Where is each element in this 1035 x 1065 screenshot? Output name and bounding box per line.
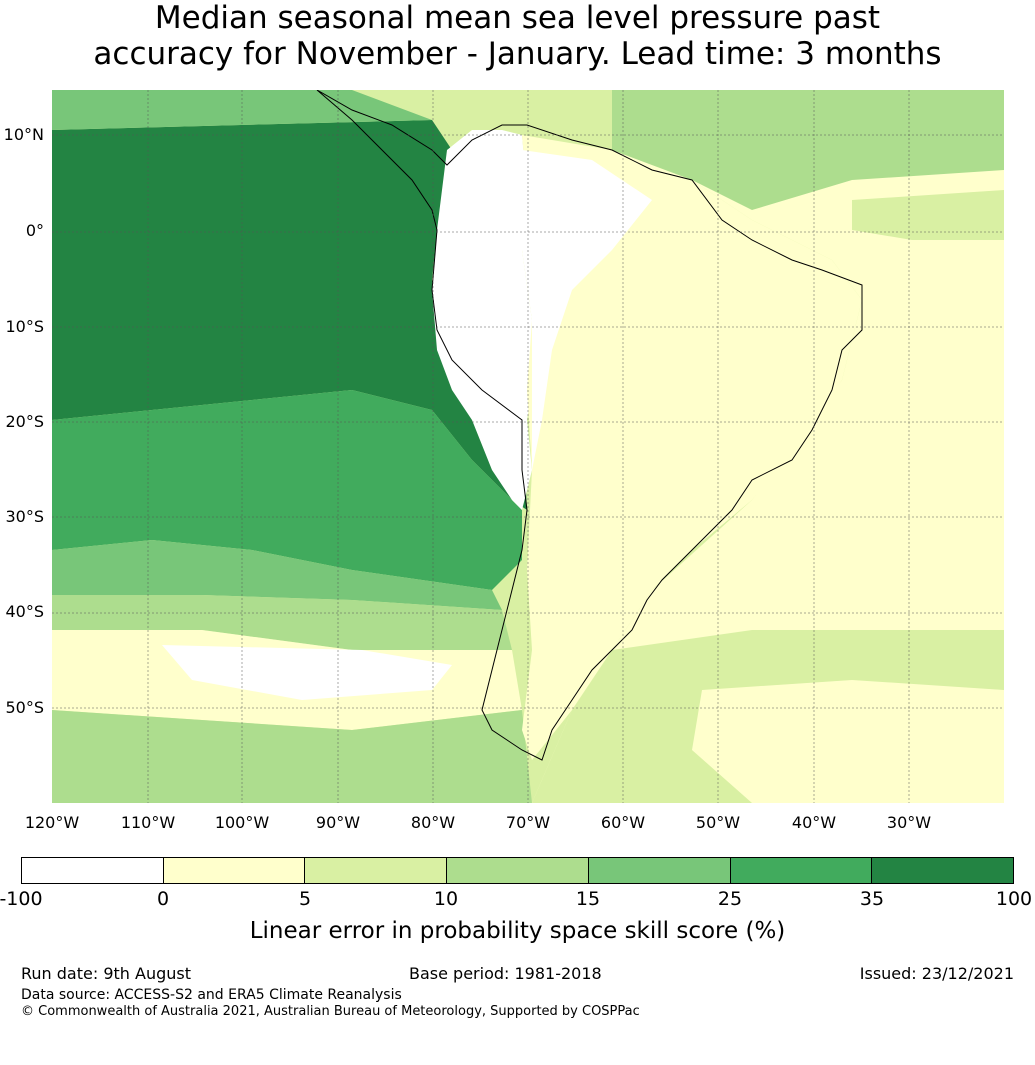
graticule [52,90,1004,803]
lat-label-50s: 50°S [5,698,44,717]
lat-label-10n: 10°N [3,125,44,144]
atlantic-south-pale [692,680,1004,803]
colorbar-seg-3 [447,858,589,883]
lon-label-50w: 50°W [695,813,741,832]
lat-label-30s: 30°S [5,507,44,526]
skill-score-map [52,90,1004,803]
title-line-1: Median seasonal mean sea level pressure … [154,0,881,36]
colorbar-tick: -100 [0,888,43,910]
brazil-white-zone [522,150,652,470]
title-line-2: accuracy for November - January. Lead ti… [93,36,942,72]
lon-label-80w: 80°W [410,813,456,832]
colorbar-seg-6 [872,858,1014,883]
pacific-far-south [52,595,512,650]
atlantic-green-north [612,90,1004,210]
map-title: Median seasonal mean sea level pressure … [0,0,1035,72]
lon-label-30w: 30°W [886,813,932,832]
colorbar-tick: 25 [717,888,743,910]
lon-label-70w: 70°W [505,813,551,832]
lon-label-120w: 120°W [24,813,80,832]
lon-label-60w: 60°W [600,813,646,832]
colorbar-tick: 100 [995,888,1033,910]
colorbar-tick: 5 [298,888,312,910]
run-date: Run date: 9th August [21,964,191,983]
colorbar-tick: 0 [156,888,170,910]
colorbar-seg-4 [588,858,731,883]
colorbar-tick: 10 [433,888,459,910]
issued-date: Issued: 23/12/2021 [859,964,1014,983]
lat-label-10s: 10°S [5,317,44,336]
colorbar-seg-0 [22,858,164,883]
lat-label-0: 0° [25,221,44,240]
andes-white-zone [432,130,532,510]
lon-label-90w: 90°W [315,813,361,832]
lat-label-20s: 20°S [5,412,44,431]
colorbar-seg-5 [730,858,873,883]
pacific-mid-band [52,390,522,590]
pacific-south-band [52,540,502,610]
lon-label-100w: 100°W [214,813,270,832]
atlantic-green-patch [852,190,1004,240]
atlantic-pale [532,90,1004,803]
copyright: © Commonwealth of Australia 2021, Austra… [21,1004,640,1019]
lon-label-110w: 110°W [120,813,176,832]
colorbar [21,857,1014,884]
colorbar-label: Linear error in probability space skill … [249,918,786,944]
colorbar-tick: 15 [575,888,601,910]
colorbar-tick: 35 [859,888,885,910]
southern-ocean-white [162,645,452,700]
south-america-interior [522,135,862,760]
data-source: Data source: ACCESS-S2 and ERA5 Climate … [21,987,402,1003]
base-period: Base period: 1981-2018 [409,964,602,983]
lat-label-40s: 40°S [5,602,44,621]
colorbar-seg-1 [163,858,306,883]
lon-label-40w: 40°W [791,813,837,832]
southern-ocean-south [52,710,532,803]
colorbar-seg-2 [305,858,448,883]
pacific-dark-band [52,120,527,510]
coastline [316,90,863,761]
